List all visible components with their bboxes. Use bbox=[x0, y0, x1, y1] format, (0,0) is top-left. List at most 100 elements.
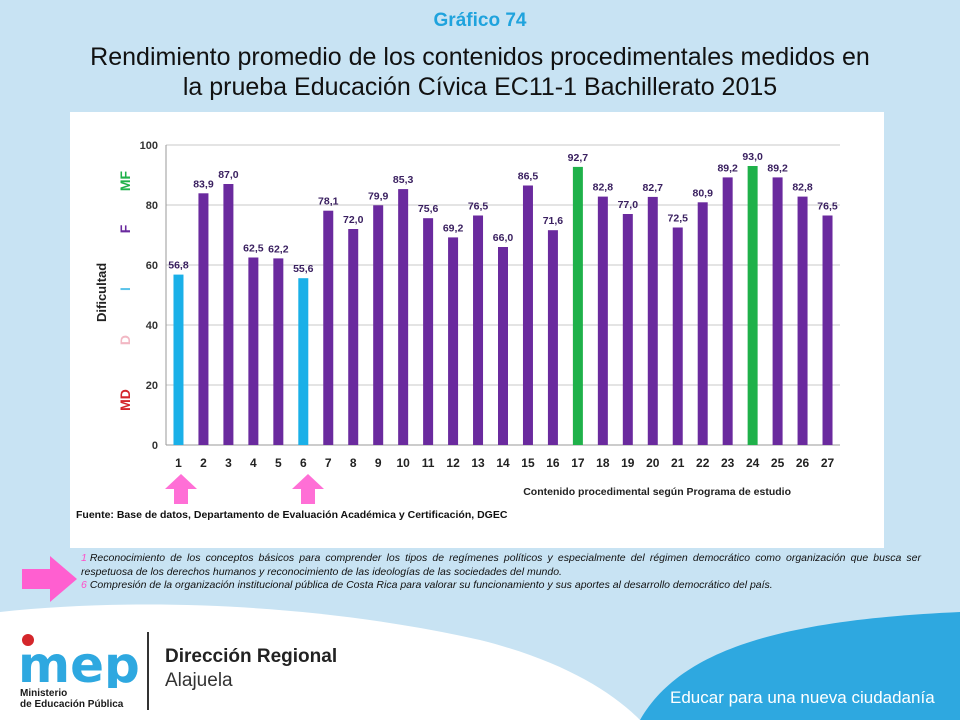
data-label: 56,8 bbox=[168, 260, 189, 272]
region-name: Alajuela bbox=[165, 670, 233, 691]
x-tick-label: 19 bbox=[621, 456, 635, 470]
x-tick-label: 9 bbox=[375, 456, 382, 470]
data-label: 82,8 bbox=[792, 182, 813, 194]
x-tick-label: 8 bbox=[350, 456, 357, 470]
footnote-6: 6 Compresión de la organización instituci… bbox=[81, 579, 773, 591]
bar bbox=[273, 258, 284, 445]
data-label: 62,2 bbox=[268, 243, 289, 255]
data-label: 55,6 bbox=[293, 263, 314, 275]
data-label: 93,0 bbox=[742, 151, 763, 163]
x-tick-label: 18 bbox=[596, 456, 610, 470]
x-tick-label: 1 bbox=[175, 456, 182, 470]
bar bbox=[672, 227, 683, 445]
pink-pointer-arrow bbox=[22, 556, 77, 602]
bar bbox=[298, 278, 309, 445]
data-label: 76,5 bbox=[468, 201, 489, 213]
x-tick-label: 5 bbox=[275, 456, 282, 470]
x-tick-label: 10 bbox=[396, 456, 410, 470]
region-title: Dirección Regional bbox=[165, 646, 338, 667]
bar bbox=[747, 166, 758, 445]
data-label: 72,5 bbox=[668, 213, 689, 225]
bar bbox=[622, 214, 633, 445]
bar bbox=[647, 196, 658, 445]
data-label: 79,9 bbox=[368, 190, 389, 202]
data-label: 72,0 bbox=[343, 214, 364, 226]
data-label: 89,2 bbox=[767, 162, 788, 174]
title-line-2: la prueba Educación Cívica EC11-1 Bachil… bbox=[182, 73, 778, 101]
mep-logo: mep bbox=[18, 634, 140, 688]
x-tick-label: 12 bbox=[446, 456, 460, 470]
data-label: 77,0 bbox=[618, 199, 639, 211]
difficulty-band-label: MF bbox=[117, 170, 133, 191]
bar bbox=[822, 215, 833, 445]
bar bbox=[323, 210, 334, 445]
difficulty-band-label: I bbox=[117, 287, 133, 291]
y-tick-label: 40 bbox=[146, 320, 158, 332]
data-label: 62,5 bbox=[243, 243, 264, 255]
x-tick-label: 14 bbox=[496, 456, 510, 470]
x-tick-label: 2 bbox=[200, 456, 207, 470]
bar bbox=[448, 237, 459, 445]
bar bbox=[547, 230, 558, 445]
x-tick-label: 27 bbox=[821, 456, 835, 470]
bar bbox=[597, 196, 608, 445]
x-tick-label: 17 bbox=[571, 456, 585, 470]
x-tick-label: 25 bbox=[771, 456, 785, 470]
data-label: 78,1 bbox=[318, 196, 339, 208]
bar bbox=[373, 205, 384, 445]
bar bbox=[797, 196, 808, 445]
bar bbox=[398, 189, 409, 445]
highlight-arrow-1 bbox=[165, 474, 197, 504]
x-tick-label: 11 bbox=[422, 456, 435, 470]
difficulty-band-label: MD bbox=[117, 389, 133, 411]
slogan: Educar para una nueva ciudadanía bbox=[670, 688, 935, 707]
x-axis-label: Contenido procedimental según Programa d… bbox=[523, 486, 791, 498]
bar bbox=[348, 229, 359, 445]
x-tick-label: 6 bbox=[300, 456, 307, 470]
data-label: 76,5 bbox=[817, 201, 838, 213]
data-label: 71,6 bbox=[543, 215, 564, 227]
data-label: 80,9 bbox=[692, 187, 713, 199]
bar bbox=[423, 218, 434, 445]
difficulty-band-label: D bbox=[117, 335, 133, 345]
bar bbox=[473, 215, 484, 445]
x-tick-label: 16 bbox=[546, 456, 560, 470]
highlight-arrow-6 bbox=[292, 474, 324, 504]
y-tick-label: 0 bbox=[152, 440, 158, 452]
data-label: 82,7 bbox=[643, 182, 664, 194]
data-label: 85,3 bbox=[393, 174, 414, 186]
bar bbox=[223, 184, 234, 445]
x-tick-label: 21 bbox=[671, 456, 685, 470]
bar bbox=[697, 202, 708, 445]
title-line-1: Rendimiento promedio de los contenidos p… bbox=[90, 43, 870, 71]
footnote-1: 1 Reconocimiento de los conceptos básicos… bbox=[81, 552, 921, 578]
y-tick-label: 20 bbox=[146, 380, 158, 392]
y-tick-label: 100 bbox=[140, 140, 158, 152]
bar-chart: 0 20 40 60 80 100 56,8 1 83,9 2 87,0 3 62,5 4 62,2 5 55,… bbox=[94, 140, 840, 498]
ministry-name: Ministerio de Educación Pública bbox=[20, 688, 124, 710]
footnotes: 1 Reconocimiento de los conceptos básicos… bbox=[81, 552, 921, 593]
bar bbox=[173, 274, 184, 445]
difficulty-band-label: F bbox=[117, 224, 133, 233]
data-label: 66,0 bbox=[493, 232, 514, 244]
data-label: 69,2 bbox=[443, 222, 464, 234]
y-tick-label: 60 bbox=[146, 260, 158, 272]
bar bbox=[772, 177, 783, 445]
x-tick-label: 20 bbox=[646, 456, 660, 470]
data-label: 75,6 bbox=[418, 203, 439, 215]
x-tick-label: 3 bbox=[225, 456, 232, 470]
y-tick-label: 80 bbox=[146, 200, 158, 212]
x-tick-label: 4 bbox=[250, 456, 257, 470]
chart-panel: 0 20 40 60 80 100 56,8 1 83,9 2 87,0 3 62,5 4 62,2 5 55,… bbox=[70, 112, 884, 548]
data-label: 83,9 bbox=[193, 178, 214, 190]
x-tick-label: 13 bbox=[471, 456, 485, 470]
bar bbox=[498, 247, 508, 445]
x-tick-label: 7 bbox=[325, 456, 332, 470]
bar bbox=[722, 177, 733, 445]
x-tick-label: 15 bbox=[521, 456, 535, 470]
bar bbox=[522, 185, 533, 445]
x-tick-label: 22 bbox=[696, 456, 710, 470]
bar bbox=[248, 257, 259, 445]
source-text: Fuente: Base de datos, Departamento de E… bbox=[76, 509, 508, 521]
